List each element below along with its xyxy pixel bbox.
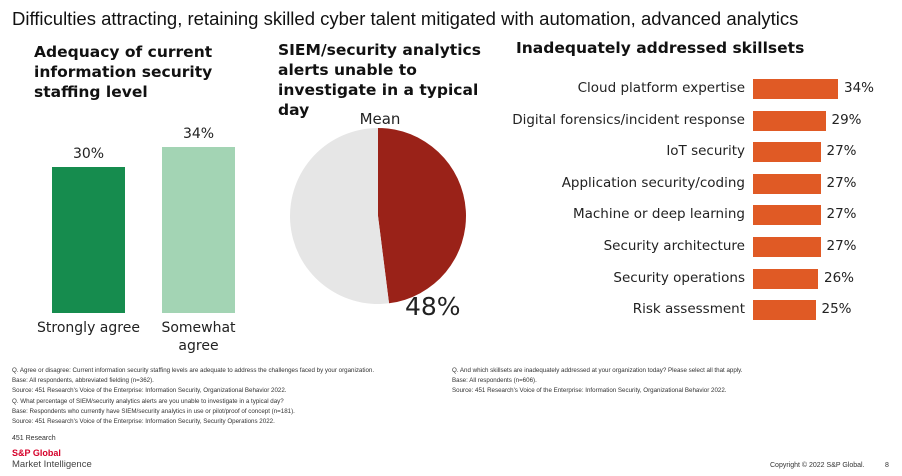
skill-category-label: Risk assessment (632, 301, 745, 318)
notes-left: Q. Agree or disagree: Current informatio… (12, 366, 374, 427)
skill-value-label: 27% (826, 174, 857, 191)
pie-slice-0 (378, 128, 467, 304)
skill-value-label: 34% (844, 80, 875, 96)
note-line: Q. What percentage of SIEM/security anal… (12, 397, 284, 405)
skill-value-label: 27% (826, 238, 857, 254)
note-line: Base: All respondents, abbreviated field… (12, 377, 154, 385)
skill-value-label: 29% (831, 111, 862, 128)
bar-value-label: 30% (72, 145, 105, 162)
skillsets-chart-title: Inadequately addressed skillsets (516, 39, 805, 57)
staffing-chart-title: Adequacy of current information security… (34, 43, 213, 101)
skill-bar-7 (753, 300, 816, 321)
skill-bar-3 (753, 173, 821, 194)
skill-value-label: 27% (826, 143, 857, 160)
notes-right: Q. And which skillsets are inadequately … (452, 366, 743, 397)
note-line: Source: 451 Research's Voice of the Ente… (12, 387, 287, 395)
note-line: Base: All respondents (n=606). (452, 377, 537, 385)
bar-0 (52, 166, 125, 313)
pie-value-label: 48% (405, 292, 461, 321)
market-intelligence-logo: Market Intelligence (12, 459, 92, 470)
skill-value-label: 25% (821, 301, 852, 318)
siem-pie-chart (290, 128, 467, 304)
skill-value-label: 26% (824, 269, 855, 286)
bar-value-label: 34% (182, 126, 215, 143)
bar-category-label: Somewhat agree (161, 320, 236, 354)
skill-bar-0 (753, 79, 838, 99)
brand-451-research: 451 Research (12, 435, 56, 442)
note-line: Base: Respondents who currently have SIE… (12, 407, 295, 415)
skill-category-label: Machine or deep learning (572, 206, 745, 223)
skill-bar-6 (753, 268, 818, 289)
note-line: Q. Agree or disagree: Current informatio… (12, 367, 375, 374)
skill-category-label: Cloud platform expertise (577, 80, 745, 96)
page-number: 8 (885, 462, 889, 469)
note-line: Q. And which skillsets are inadequately … (452, 367, 743, 374)
sp-global-logo: S&P Global (12, 448, 61, 458)
skillsets-bar-chart: Cloud platform expertise 34% Digital foren… (512, 79, 875, 321)
skill-bar-4 (753, 205, 821, 226)
staffing-bar-chart: 30% Strongly agree 34% Somewhat agree (0, 0, 300, 360)
page-title: Difficulties attracting, retaining skill… (12, 8, 799, 29)
bar-1 (162, 147, 235, 313)
bar-category-label: Strongly agree (37, 320, 140, 336)
skill-value-label: 27% (826, 206, 857, 223)
skill-category-label: IoT security (666, 143, 745, 160)
skill-category-label: Security operations (613, 269, 745, 286)
pie-subtitle: Mean (359, 110, 401, 128)
skill-bar-2 (753, 142, 821, 163)
skill-bar-5 (753, 237, 821, 257)
note-line: Source: 451 Research's Voice of the Ente… (12, 418, 275, 426)
skill-bar-1 (753, 110, 826, 131)
pie-slice-1 (290, 128, 390, 304)
skill-category-label: Digital forensics/incident response (512, 111, 745, 128)
siem-chart-title: SIEM/security analytics alerts unable to… (278, 41, 481, 119)
skill-category-label: Application security/coding (561, 174, 745, 191)
note-line: Source: 451 Research's Voice of the Ente… (452, 387, 727, 395)
copyright: Copyright © 2022 S&P Global. (770, 462, 865, 469)
skill-category-label: Security architecture (603, 238, 745, 254)
